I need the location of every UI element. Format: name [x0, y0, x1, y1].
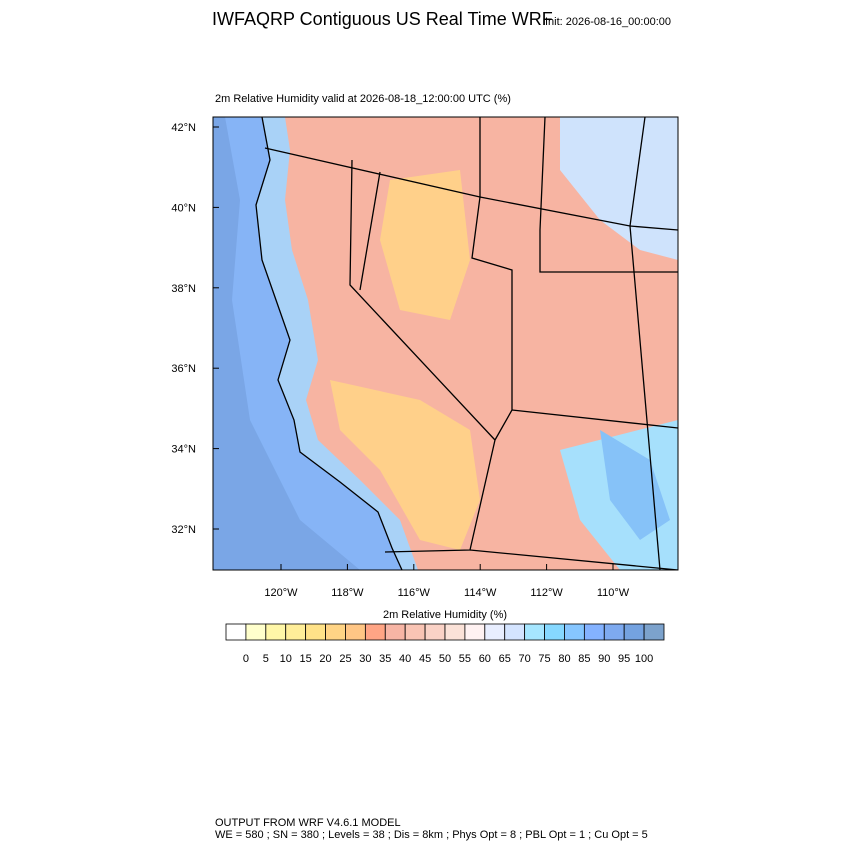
- colorbar-box: [225, 623, 247, 641]
- border: [511, 409, 678, 429]
- borders: [255, 117, 678, 570]
- colorbar-label: 100: [635, 653, 653, 665]
- colorbar-label: 45: [419, 653, 431, 665]
- lat-label: 42°N: [171, 122, 196, 134]
- colorbar-box: [484, 623, 506, 641]
- lon-label: 114°W: [464, 587, 497, 599]
- colorbar-box: [245, 623, 267, 641]
- colorbar-box: [325, 623, 346, 641]
- footer-line: OUTPUT FROM WRF V4.6.1 MODEL: [215, 817, 401, 829]
- ocean-shade: [213, 117, 360, 570]
- colorbar-box: [285, 623, 307, 641]
- colorbar-label: 85: [578, 653, 590, 665]
- border: [469, 549, 678, 570]
- dry-area: [380, 170, 470, 320]
- border: [629, 117, 661, 570]
- border: [349, 159, 496, 441]
- colorbar-label: 0: [243, 653, 249, 665]
- lat-label: 34°N: [171, 444, 196, 456]
- colorbar-box: [504, 623, 526, 641]
- colorbar-box: [623, 623, 645, 641]
- colorbar-label: 5: [263, 653, 269, 665]
- colorbar: 0 5 10 15 20 25 30 35 40 45 50 55 60 65 70 75 80 85 90 95 10…: [225, 623, 665, 665]
- colorbar-box: [643, 623, 665, 641]
- map: 42°N 40°N 38°N 36°N 34°N 32°N 120°W 118°W 116°W 1…: [171, 116, 679, 599]
- colorbar-box: [603, 623, 625, 641]
- colorbar-label: 55: [459, 653, 471, 665]
- border: [539, 117, 678, 273]
- colorbar-label: 40: [399, 653, 411, 665]
- coastline: [255, 117, 403, 570]
- colorbar-box: [265, 623, 287, 641]
- colorbar-box: [524, 623, 545, 641]
- colorbar-box: [444, 623, 466, 641]
- colorbar-box: [364, 623, 386, 641]
- colorbar-box: [544, 623, 565, 641]
- colorbar-box: [424, 623, 446, 641]
- colorbar-title: 2m Relative Humidity (%): [383, 609, 507, 621]
- footer-line: WE = 580 ; SN = 380 ; Levels = 38 ; Dis …: [215, 829, 648, 841]
- colorbar-box: [305, 623, 326, 641]
- lon-label: 112°W: [530, 587, 563, 599]
- colorbar-box: [404, 623, 426, 641]
- colorbar-label: 10: [280, 653, 292, 665]
- colorbar-label: 50: [439, 653, 451, 665]
- colorbar-label: 25: [339, 653, 351, 665]
- colorbar-label: 60: [479, 653, 491, 665]
- lon-label: 110°W: [597, 587, 630, 599]
- lat-label: 38°N: [171, 283, 196, 295]
- colorbar-box: [564, 623, 585, 641]
- title: IWFAQRP Contiguous US Real Time WRF: [212, 9, 553, 29]
- lat-label: 40°N: [171, 202, 196, 214]
- colorbar-label: 20: [319, 653, 331, 665]
- colorbar-label: 15: [300, 653, 312, 665]
- colorbar-label: 90: [598, 653, 610, 665]
- lon-label: 120°W: [264, 587, 298, 599]
- colorbar-label: 80: [558, 653, 570, 665]
- border: [264, 147, 481, 198]
- humid-area: [560, 117, 678, 260]
- colorbar-label: 65: [499, 653, 511, 665]
- lat-label: 36°N: [171, 363, 196, 375]
- lat-label: 32°N: [171, 524, 196, 536]
- colorbar-label: 95: [618, 653, 630, 665]
- colorbar-label: 75: [538, 653, 550, 665]
- colorbar-box: [583, 623, 605, 641]
- colorbar-box: [464, 623, 486, 641]
- colorbar-label: 35: [379, 653, 391, 665]
- lon-label: 116°W: [398, 587, 431, 599]
- colorbar-box: [384, 623, 406, 641]
- border: [359, 171, 381, 291]
- border: [471, 117, 513, 441]
- colorbar-label: 30: [359, 653, 371, 665]
- subtitle: 2m Relative Humidity valid at 2026-08-18…: [215, 93, 511, 105]
- colorbar-label: 70: [519, 653, 531, 665]
- init-time: Init: 2026-08-16_00:00:00: [545, 16, 671, 28]
- map-frame: [212, 116, 679, 571]
- humid-area: [600, 430, 670, 540]
- colorbar-box: [345, 623, 366, 641]
- lon-label: 118°W: [331, 587, 364, 599]
- dry-area: [330, 380, 480, 550]
